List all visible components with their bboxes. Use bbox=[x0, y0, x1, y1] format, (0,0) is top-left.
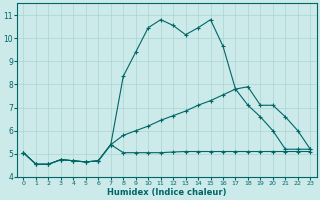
X-axis label: Humidex (Indice chaleur): Humidex (Indice chaleur) bbox=[107, 188, 227, 197]
